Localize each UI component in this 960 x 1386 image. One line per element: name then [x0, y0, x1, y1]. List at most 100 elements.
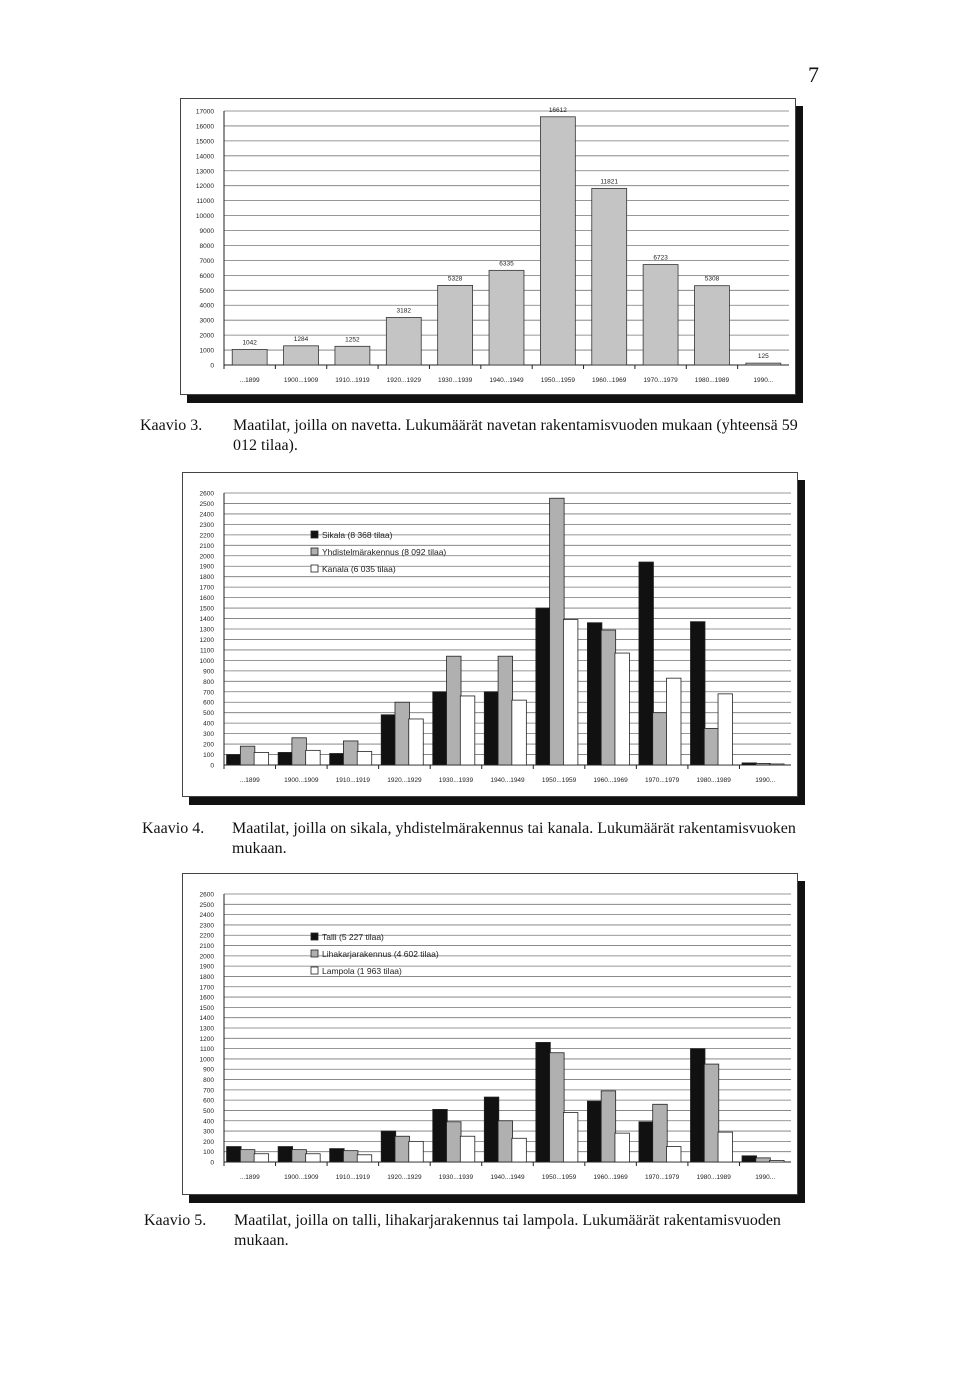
bar-3: [408, 718, 424, 766]
bar-3: [356, 750, 373, 766]
x-tick-label: 1930...1939: [439, 777, 474, 784]
bar-3: [253, 752, 270, 766]
y-tick-label: 700: [203, 1087, 214, 1094]
x-tick-label: 1920...1929: [387, 777, 422, 784]
y-tick-label: 2200: [200, 532, 215, 539]
bar: [694, 285, 730, 366]
bar-2: [600, 1090, 617, 1163]
data-label: 1284: [294, 336, 309, 343]
bar-1: [226, 1146, 242, 1163]
data-label: 1252: [345, 336, 360, 343]
data-label: 125: [758, 353, 769, 360]
x-tick-label: 1900...1909: [284, 377, 319, 384]
bar-3: [459, 1135, 476, 1163]
x-tick-label: 1900...1909: [284, 1174, 319, 1181]
data-label: 6335: [499, 260, 514, 267]
y-tick-label: 16000: [196, 123, 214, 130]
bar-2: [755, 763, 771, 766]
y-tick-label: 15000: [196, 138, 214, 145]
y-tick-label: 300: [203, 1129, 214, 1136]
bar-1: [329, 753, 345, 766]
y-tick-label: 400: [203, 1118, 214, 1125]
data-label: 11821: [600, 178, 618, 185]
x-tick-label: 1910...1919: [336, 1174, 371, 1181]
y-tick-label: 2500: [200, 902, 215, 909]
x-tick-label: 1910...1919: [336, 777, 371, 784]
y-tick-label: 2600: [200, 892, 215, 899]
x-tick-label: 1970...1979: [643, 377, 678, 384]
y-tick-label: 1600: [200, 595, 215, 602]
bar: [283, 345, 319, 366]
bar-3: [666, 677, 682, 766]
bar-3: [511, 699, 527, 766]
bar-1: [432, 691, 448, 766]
y-tick-label: 1700: [200, 984, 215, 991]
bar-3: [562, 1112, 579, 1163]
bar-2: [394, 701, 410, 766]
y-tick-label: 1900: [200, 564, 215, 571]
page-number: 7: [808, 62, 819, 87]
x-tick-label: 1920...1929: [387, 377, 422, 384]
y-tick-label: 2300: [200, 922, 215, 929]
y-tick-label: 1000: [200, 658, 215, 665]
bar-3: [459, 695, 476, 766]
chart-navetta: 0 1000 2000 3000 4000 5000 6000 7000 8000 9000 100…: [180, 98, 796, 395]
y-tick-label: 4000: [200, 303, 215, 310]
legend-swatch: [310, 530, 319, 539]
bar-3: [717, 1131, 733, 1163]
bar-3: [408, 1140, 424, 1163]
x-tick-label: 1980...1989: [695, 377, 730, 384]
caption-label: Kaavio 5.: [144, 1212, 207, 1229]
legend-swatch: [310, 949, 319, 958]
y-tick-label: 1500: [200, 1005, 215, 1012]
chart-sikala-svg: 0 100 200 300 400 500 600 700 800 900 1000 1100 1200…: [200, 491, 791, 784]
y-tick-label: 200: [203, 742, 214, 749]
y-tick-label: 3000: [200, 318, 215, 325]
x-tick-label: 1970...1979: [645, 1174, 680, 1181]
bar-3: [717, 693, 733, 766]
legend-label: Lihakarjarakennus (4 602 tilaa): [322, 949, 439, 959]
bar-3: [769, 1160, 785, 1163]
bar-1: [277, 752, 294, 766]
bar-1: [741, 1155, 757, 1163]
y-tick-label: 5000: [200, 288, 215, 295]
bar-1: [535, 607, 551, 766]
y-tick-label: 1300: [200, 1026, 215, 1033]
bar-1: [380, 714, 397, 766]
y-tick-label: 600: [203, 1098, 214, 1105]
bar: [334, 345, 371, 366]
bar-2: [652, 712, 668, 766]
y-tick-label: 2100: [200, 943, 215, 950]
y-tick-label: 1300: [200, 627, 215, 634]
legend-label: Sikala (8 368 tilaa): [322, 530, 393, 540]
bar-1: [586, 1100, 603, 1163]
y-tick-label: 14000: [196, 153, 214, 160]
bar: [385, 317, 422, 366]
bar-3: [614, 1132, 630, 1163]
y-tick-label: 13000: [196, 168, 214, 175]
legend-label: Lampola (1 963 tilaa): [322, 966, 402, 976]
data-label: 5328: [448, 275, 463, 282]
y-tick-label: 800: [203, 679, 214, 686]
y-tick-label: 1200: [200, 637, 215, 644]
caption-text: Maatilat, joilla on sikala, yhdistelmära…: [232, 820, 796, 857]
legend-label: Yhdistelmärakennus (8 092 tilaa): [322, 547, 446, 557]
x-tick-label: 1950...1959: [542, 1174, 577, 1181]
y-tick-label: 800: [203, 1077, 214, 1084]
legend-label: Kanala (6 035 tilaa): [322, 564, 396, 574]
bar-1: [690, 1048, 706, 1163]
x-tick-label: 1990...: [755, 777, 775, 784]
y-tick-label: 8000: [200, 243, 215, 250]
bar-1: [329, 1148, 345, 1163]
x-tick-label: 1980...1989: [697, 777, 732, 784]
legend-swatch: [310, 932, 319, 941]
y-tick-label: 0: [210, 1160, 214, 1167]
bar-1: [432, 1109, 448, 1163]
bar-2: [497, 1120, 513, 1163]
y-tick-label: 2400: [200, 912, 215, 919]
y-tick-label: 7000: [200, 258, 215, 265]
bar-1: [638, 561, 654, 766]
data-label: 5308: [705, 276, 720, 283]
y-tick-label: 2000: [200, 333, 215, 340]
chart-navetta-svg: 0 1000 2000 3000 4000 5000 6000 7000 8000 9000 100…: [196, 107, 789, 384]
